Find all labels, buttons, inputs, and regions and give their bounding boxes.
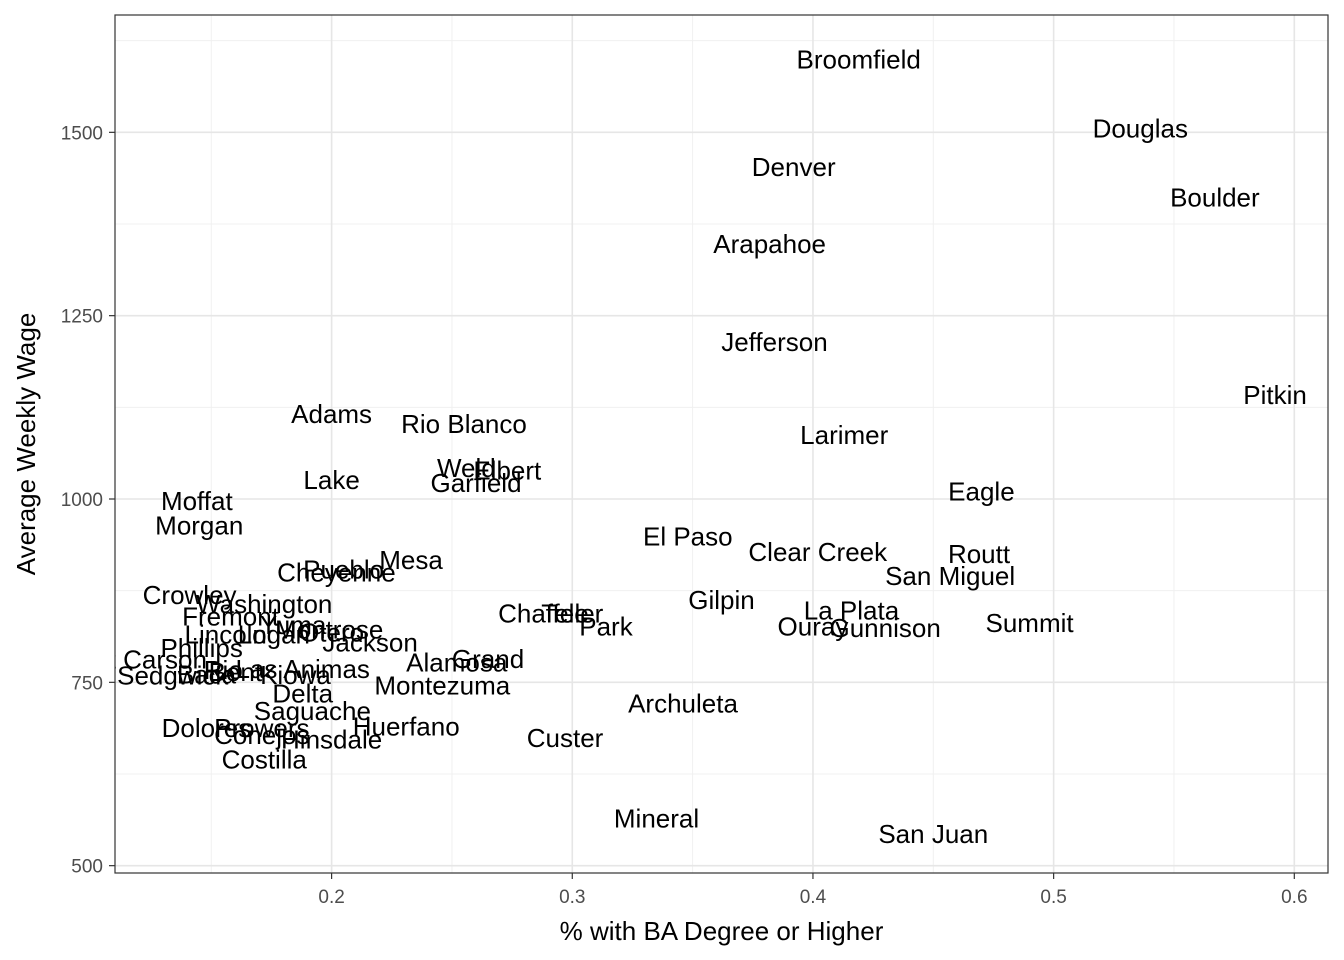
- major-gridlines: [115, 15, 1328, 873]
- point-label: Cheyenne: [277, 557, 396, 587]
- point-label: Phillips: [160, 633, 242, 663]
- point-label: Baca: [177, 659, 237, 689]
- point-label: Lincoln: [185, 620, 267, 650]
- point-label: Delta: [272, 678, 333, 708]
- point-label: Summit: [986, 608, 1075, 638]
- point-label: Pitkin: [1243, 380, 1307, 410]
- y-tick-label: 1000: [61, 490, 103, 511]
- point-label: Rio: [204, 655, 243, 685]
- point-label: Rio Blanco: [401, 409, 527, 439]
- point-label: Gunnison: [830, 613, 941, 643]
- x-axis: 0.2 0.3 0.4 0.5 0.6: [318, 873, 1308, 908]
- point-label: Kit Carson: [86, 645, 207, 675]
- point-label: Lake: [303, 465, 359, 495]
- point-label: Denver: [752, 152, 836, 182]
- y-axis-title: Average Weekly Wage: [11, 313, 41, 576]
- point-label: Morgan: [155, 510, 243, 540]
- data-labels: Broomfield Douglas Denver Boulder Arapahoe Je…: [86, 45, 1307, 849]
- x-axis-title: % with BA Degree or Higher: [560, 916, 884, 946]
- point-label: Chaffee: [498, 598, 589, 628]
- point-label: Hinsdale: [281, 725, 382, 755]
- point-label: Dolores: [162, 713, 252, 743]
- point-label: Las Animas: [236, 654, 370, 684]
- point-label: Routt: [948, 539, 1011, 569]
- point-label: Pueblo: [303, 554, 384, 584]
- point-label: Archuleta: [628, 689, 738, 719]
- y-tick-label: 1500: [61, 123, 103, 144]
- point-label: Montezuma: [374, 670, 510, 700]
- point-label: Sedgwick: [117, 661, 229, 691]
- x-tick-label: 0.3: [559, 887, 585, 908]
- point-label: Costilla: [222, 744, 308, 774]
- point-label: Otero: [299, 617, 364, 647]
- y-tick-label: 1250: [61, 307, 103, 328]
- point-label: El Paso: [643, 521, 733, 551]
- point-label: Grand: [452, 644, 524, 674]
- point-label: Eagle: [948, 477, 1015, 507]
- point-label: San Juan: [878, 819, 988, 849]
- point-label: Fremont: [182, 601, 280, 631]
- point-label: San Miguel: [885, 561, 1015, 591]
- point-label: Boulder: [1170, 183, 1260, 213]
- point-label: Alamosa: [406, 648, 508, 678]
- point-label: Logan: [238, 620, 310, 650]
- point-label: Elbert: [473, 455, 542, 485]
- x-tick-label: 0.2: [318, 887, 344, 908]
- point-label: Weld: [437, 453, 496, 483]
- point-label: Crowley: [143, 580, 237, 610]
- point-label: La Plata: [804, 595, 900, 625]
- point-label: Bent: [209, 657, 263, 687]
- point-label: Park: [579, 612, 633, 642]
- point-label: Gilpin: [688, 585, 754, 615]
- point-label: Jefferson: [721, 327, 827, 357]
- point-label: Kiowa: [260, 660, 331, 690]
- x-tick-label: 0.4: [800, 887, 827, 908]
- x-tick-label: 0.6: [1281, 887, 1307, 908]
- minor-gridlines: [115, 15, 1328, 873]
- point-label: Ouray: [778, 612, 849, 642]
- point-label: Moffat: [161, 486, 234, 516]
- point-label: Jackson: [322, 628, 417, 658]
- point-label: Prowers: [214, 713, 309, 743]
- point-label: Saguache: [254, 696, 371, 726]
- point-label: Washington: [196, 589, 332, 619]
- point-label: Arapahoe: [713, 229, 826, 259]
- y-tick-label: 750: [71, 673, 103, 694]
- point-label: Broomfield: [797, 45, 921, 75]
- point-label: Teller: [541, 598, 603, 628]
- plot-panel-background: [115, 15, 1328, 873]
- point-label: Clear Creek: [748, 537, 888, 567]
- y-axis: 500 750 1000 1250 1500: [61, 123, 115, 878]
- point-label: Mineral: [614, 804, 699, 834]
- x-tick-label: 0.5: [1040, 887, 1066, 908]
- point-label: Larimer: [800, 420, 888, 450]
- point-label: Montrose: [275, 615, 383, 645]
- point-label: Custer: [527, 723, 604, 753]
- y-tick-label: 500: [71, 857, 103, 878]
- point-label: Huerfano: [353, 711, 460, 741]
- plot-panel-border: [114, 14, 1329, 874]
- point-label: Conejos: [214, 720, 309, 750]
- point-label: Yuma: [260, 610, 327, 640]
- point-label: Douglas: [1093, 114, 1188, 144]
- point-label: Adams: [291, 399, 372, 429]
- point-label: Garfield: [430, 468, 521, 498]
- point-label: Mesa: [379, 545, 443, 575]
